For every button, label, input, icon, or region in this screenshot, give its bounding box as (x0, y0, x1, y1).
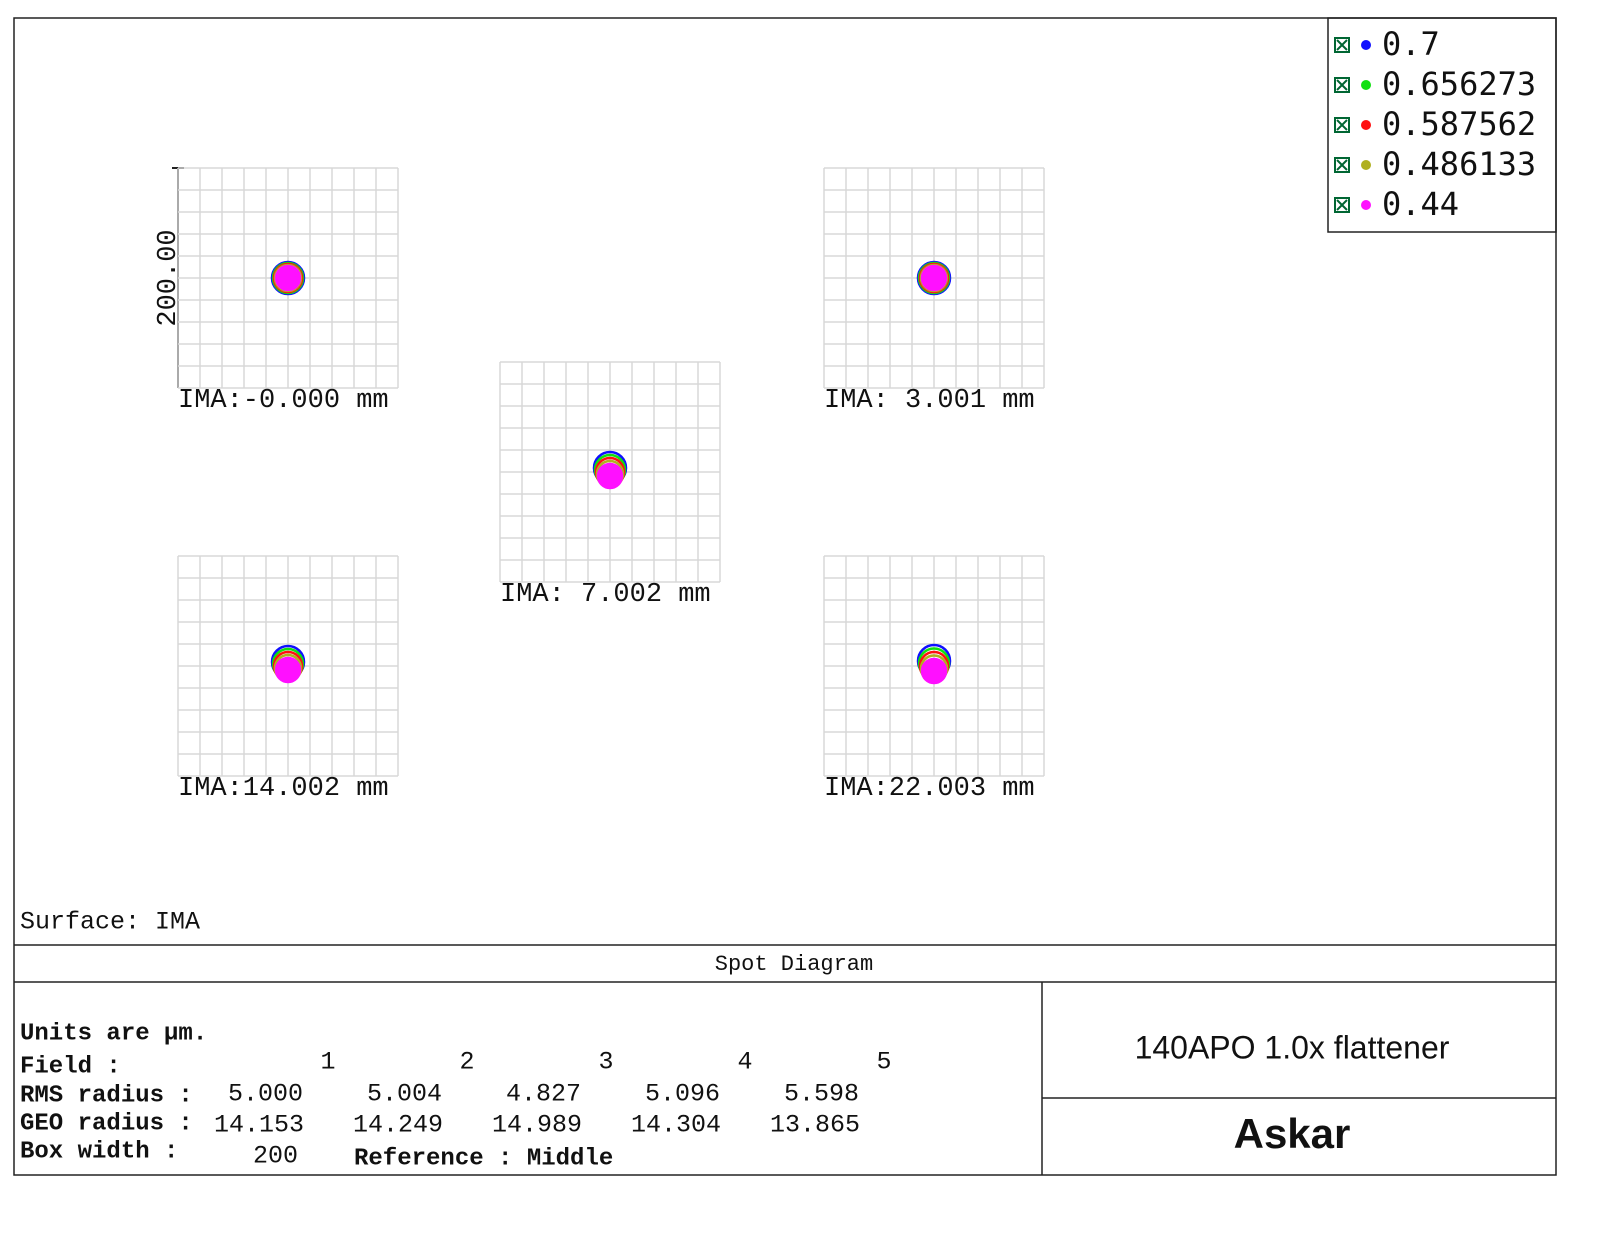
geo-value: 14.304 (631, 1111, 721, 1140)
panel-label: IMA: 7.002 mm (500, 580, 711, 610)
spot (596, 462, 624, 490)
legend-check (1336, 159, 1348, 171)
legend-label: 0.44 (1382, 185, 1459, 223)
legend-dot (1361, 160, 1371, 170)
panel-label: IMA:14.002 mm (178, 774, 389, 804)
field-number: 1 (320, 1048, 335, 1077)
surface-label: Surface: IMA (20, 908, 200, 937)
legend-check (1336, 39, 1348, 51)
legend-label: 0.656273 (1382, 65, 1536, 103)
box-label: Box width : (20, 1138, 178, 1165)
legend-label: 0.587562 (1382, 105, 1536, 143)
legend-check (1336, 119, 1348, 131)
units-note: Units are µm. (20, 1020, 207, 1047)
panel-label: IMA: 3.001 mm (824, 386, 1035, 416)
legend-check (1336, 79, 1348, 91)
box-width: 200 (253, 1142, 298, 1171)
legend-label: 0.7 (1382, 25, 1440, 63)
spot (274, 264, 302, 292)
rms-value: 5.096 (645, 1080, 720, 1109)
spot (920, 264, 948, 292)
field-number: 2 (459, 1048, 474, 1077)
geo-value: 14.153 (214, 1111, 304, 1140)
legend-check (1336, 199, 1348, 211)
panel-label: IMA:-0.000 mm (178, 386, 389, 416)
geo-label: GEO radius : (20, 1110, 193, 1137)
legend-dot (1361, 200, 1371, 210)
legend-box (1327, 17, 1557, 233)
legend-label: 0.486133 (1382, 145, 1536, 183)
rms-value: 5.004 (367, 1080, 442, 1109)
geo-value: 14.249 (353, 1111, 443, 1140)
spot (274, 656, 302, 684)
field-label: Field : (20, 1053, 121, 1080)
rms-value: 5.000 (228, 1080, 303, 1109)
field-number: 5 (876, 1048, 891, 1077)
brand: Askar (1234, 1110, 1351, 1157)
diagram-title: Spot Diagram (715, 952, 873, 977)
product-name: 140APO 1.0x flattener (1135, 1029, 1450, 1065)
rms-value: 5.598 (784, 1080, 859, 1109)
reference: Reference : Middle (354, 1145, 613, 1172)
legend-dot (1361, 40, 1371, 50)
outer-frame (13, 17, 1557, 1176)
legend-dot (1361, 80, 1371, 90)
rms-label: RMS radius : (20, 1082, 193, 1109)
field-number: 3 (598, 1048, 613, 1077)
field-number: 4 (737, 1048, 752, 1077)
geo-value: 14.989 (492, 1111, 582, 1140)
geo-value: 13.865 (770, 1111, 860, 1140)
rms-value: 4.827 (506, 1080, 581, 1109)
legend-dot (1361, 120, 1371, 130)
panel-label: IMA:22.003 mm (824, 774, 1035, 804)
spot (920, 657, 948, 685)
